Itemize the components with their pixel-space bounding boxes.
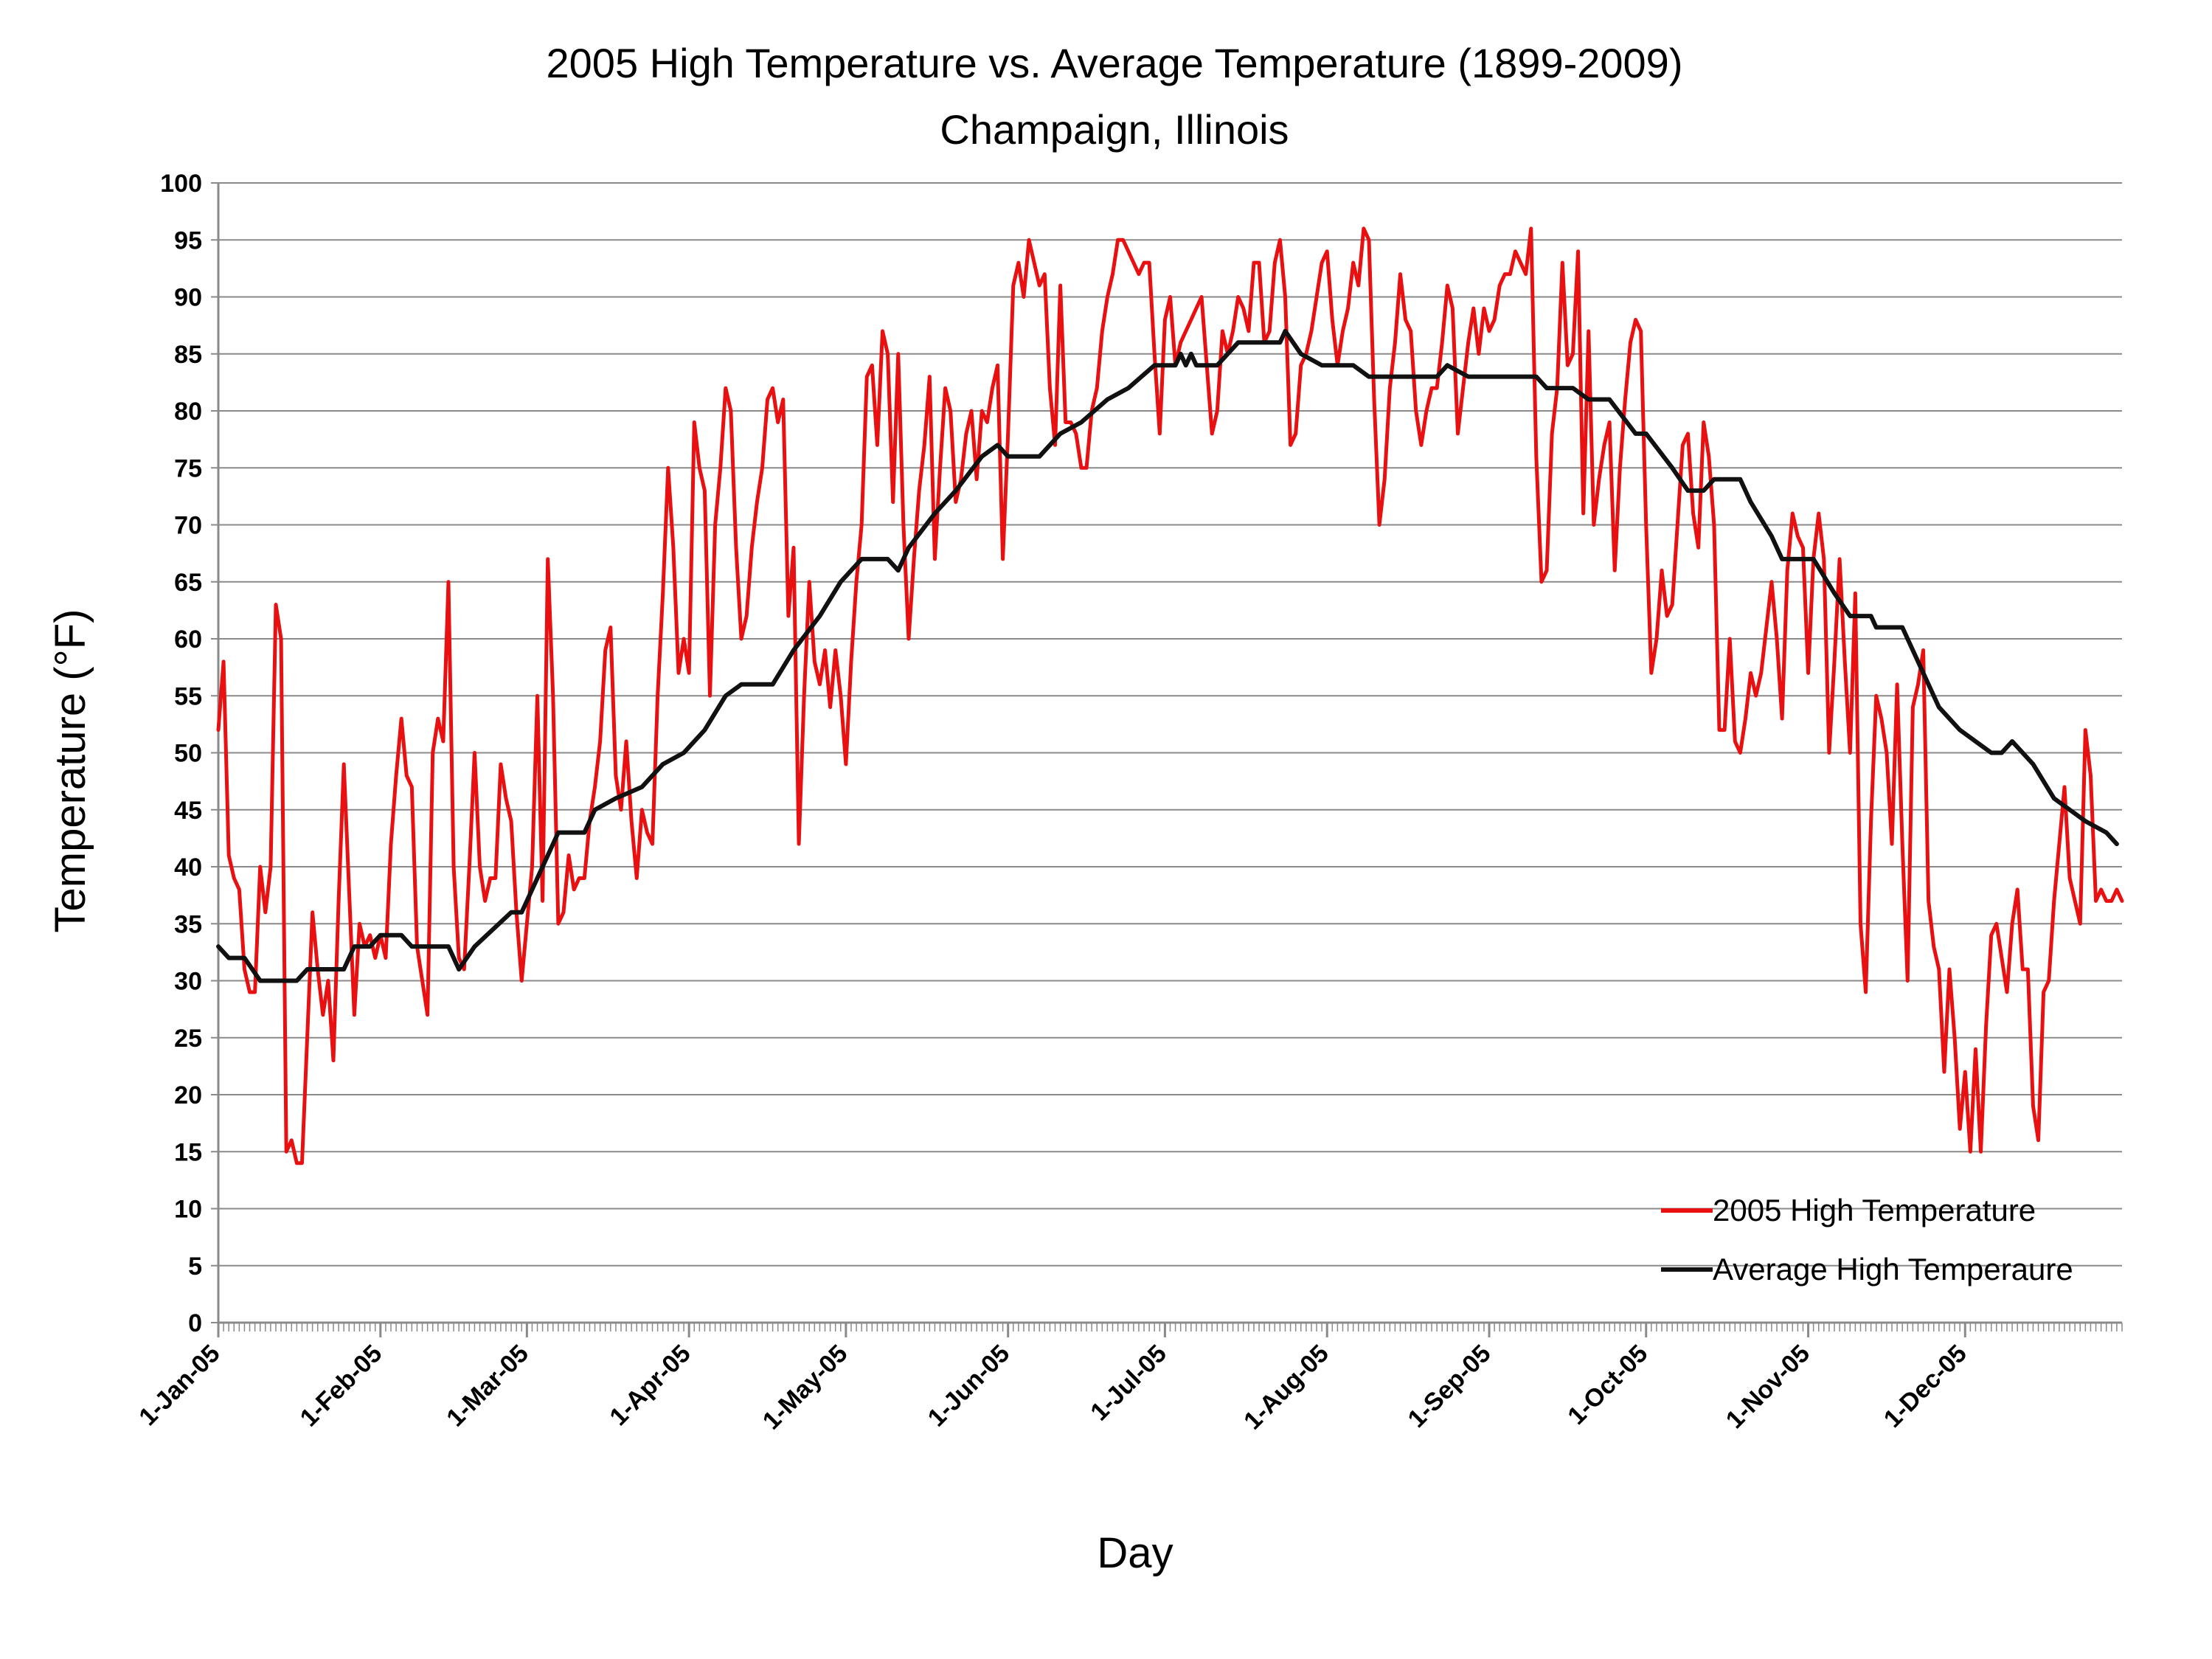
y-tick-label-90: 90	[174, 284, 202, 312]
y-tick-label-45: 45	[174, 797, 202, 825]
y-tick-label-50: 50	[174, 740, 202, 768]
series-line-average-high	[216, 328, 2119, 983]
y-tick-label-95: 95	[174, 226, 202, 254]
legend: 2005 High Temperature Average High Tempe…	[1661, 1193, 2073, 1286]
y-tick-label-65: 65	[174, 569, 202, 597]
y-tick-labels: 0 5 10 15 20 25 30 35 40 45 50 55 60 65 70 75 80 85 90 95 10…	[160, 170, 202, 1337]
chart-subtitle: Champaign, Illinois	[940, 106, 1289, 153]
y-tick-label-10: 10	[174, 1196, 202, 1224]
y-tick-label-35: 35	[174, 910, 202, 938]
y-tick-label-5: 5	[188, 1253, 202, 1281]
grid-lines	[211, 182, 2123, 1331]
y-tick-label-100: 100	[160, 170, 202, 198]
series-line-2005-high	[216, 226, 2124, 1166]
legend-label-2005-high: 2005 High Temperature	[1713, 1193, 2036, 1227]
x-axis-label: Day	[1097, 1529, 1173, 1577]
y-tick-label-25: 25	[174, 1025, 202, 1053]
y-tick-label-40: 40	[174, 853, 202, 882]
y-tick-label-60: 60	[174, 626, 202, 654]
y-axis-label: Temperature (°F)	[46, 609, 94, 933]
series-lines	[216, 226, 2124, 1166]
y-tick-label-55: 55	[174, 682, 202, 710]
y-tick-label-75: 75	[174, 454, 202, 482]
y-tick-label-85: 85	[174, 341, 202, 369]
y-tick-label-70: 70	[174, 512, 202, 540]
y-tick-label-15: 15	[174, 1138, 202, 1166]
y-tick-label-20: 20	[174, 1081, 202, 1109]
y-tick-label-80: 80	[174, 398, 202, 426]
legend-label-average-high: Average High Temperaure	[1713, 1252, 2073, 1286]
y-tick-label-0: 0	[188, 1309, 202, 1337]
y-tick-label-30: 30	[174, 968, 202, 996]
chart-title: 2005 High Temperature vs. Average Temper…	[547, 40, 1683, 86]
